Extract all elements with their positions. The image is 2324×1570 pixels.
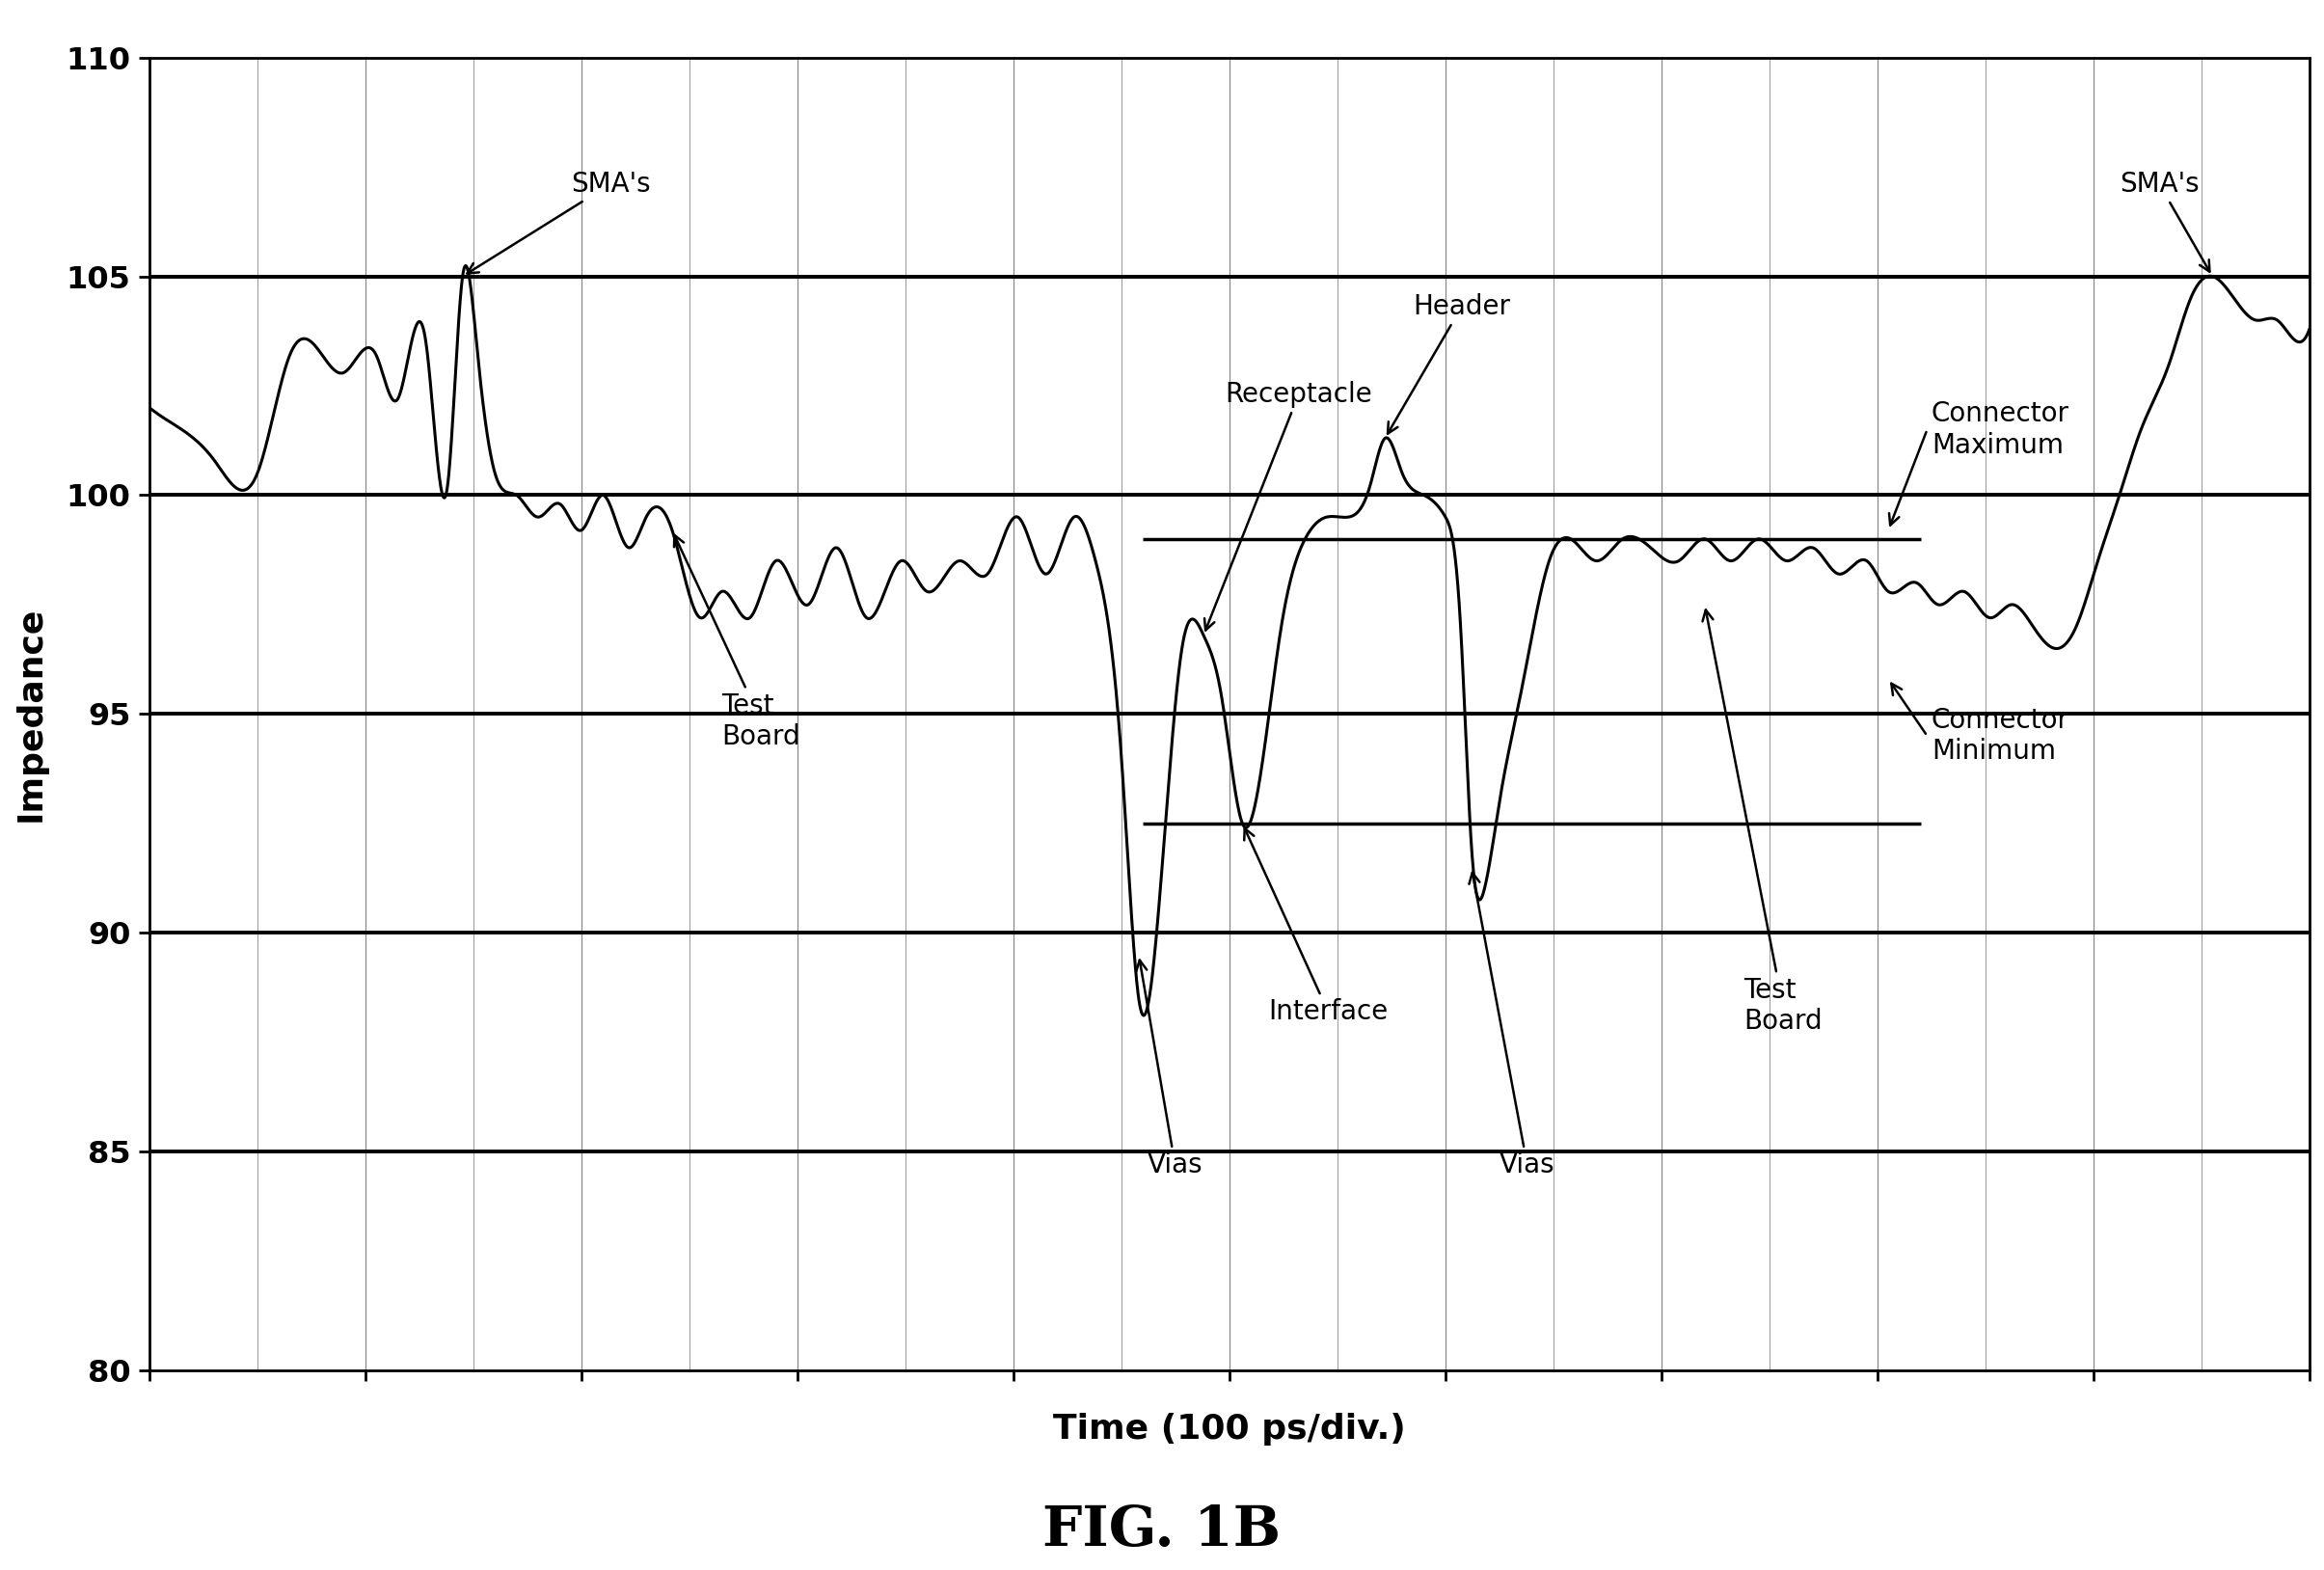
- Text: Connector
Minimum: Connector Minimum: [1931, 706, 2068, 765]
- X-axis label: Time (100 ps/div.): Time (100 ps/div.): [1053, 1413, 1406, 1446]
- Text: Interface: Interface: [1243, 829, 1387, 1025]
- Text: Connector
Maximum: Connector Maximum: [1931, 400, 2068, 458]
- Text: Vias: Vias: [1136, 961, 1204, 1179]
- Text: Header: Header: [1387, 294, 1511, 433]
- Y-axis label: Impedance: Impedance: [14, 606, 46, 821]
- Text: Vias: Vias: [1469, 873, 1555, 1179]
- Text: SMA's: SMA's: [467, 171, 651, 273]
- Text: SMA's: SMA's: [2119, 171, 2210, 272]
- Text: FIG. 1B: FIG. 1B: [1043, 1504, 1281, 1557]
- Text: Test
Board: Test Board: [1703, 609, 1822, 1035]
- Text: Test
Board: Test Board: [674, 535, 799, 750]
- Text: Receptacle: Receptacle: [1204, 380, 1373, 630]
